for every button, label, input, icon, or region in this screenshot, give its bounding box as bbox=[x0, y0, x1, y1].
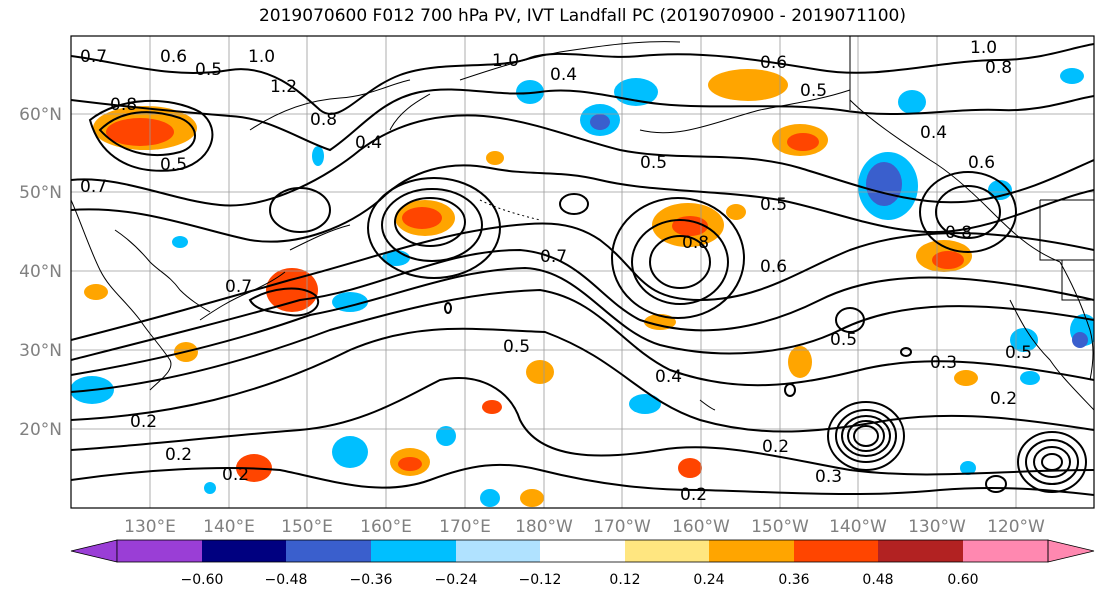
contour-label: 0.4 bbox=[550, 65, 577, 85]
colorbar-tick-label: −0.60 bbox=[181, 572, 224, 588]
lon-label-180w: 180°W bbox=[515, 517, 573, 537]
contour-labels: 0.7 0.6 0.5 1.0 1.0 1.0 1.2 0.8 0.8 0.8 … bbox=[80, 38, 1032, 505]
positive-anomaly-patch bbox=[916, 240, 972, 272]
colorbar-tick-label: −0.24 bbox=[435, 572, 478, 588]
colorbar-tick-label: −0.12 bbox=[519, 572, 562, 588]
contour-label: 0.8 bbox=[985, 58, 1012, 78]
contour-label: 0.3 bbox=[930, 353, 957, 373]
lon-label-170e: 170°E bbox=[439, 517, 491, 537]
colorbar-tick-label: 0.48 bbox=[862, 572, 893, 588]
contour-label: 0.5 bbox=[640, 153, 667, 173]
contour-label: 0.8 bbox=[945, 223, 972, 243]
colorbar-tick-labels: −0.60 −0.48 −0.36 −0.24 −0.12 0.12 0.24 … bbox=[181, 572, 979, 588]
contour-label: 0.6 bbox=[160, 47, 187, 67]
colorbar-bin bbox=[117, 540, 202, 562]
contour-label: 0.2 bbox=[222, 465, 249, 485]
contour-label: 0.3 bbox=[815, 467, 842, 487]
colorbar-bin bbox=[963, 540, 1048, 562]
contour-label: 0.5 bbox=[1005, 343, 1032, 363]
colorbar-tick-label: −0.36 bbox=[350, 572, 393, 588]
positive-anomaly-patch bbox=[395, 200, 455, 236]
contour-label: 0.6 bbox=[760, 257, 787, 277]
lat-label-50n: 50°N bbox=[19, 183, 62, 203]
contour-label: 0.5 bbox=[760, 195, 787, 215]
lat-label-30n: 30°N bbox=[19, 341, 62, 361]
lon-label-130w: 130°W bbox=[908, 517, 966, 537]
colorbar-bin bbox=[286, 540, 371, 562]
contour-label: 0.4 bbox=[655, 367, 682, 387]
pv-contours bbox=[71, 43, 1094, 496]
positive-anomaly-patch bbox=[652, 203, 724, 247]
colorbar: −0.60 −0.48 −0.36 −0.24 −0.12 0.12 0.24 … bbox=[70, 539, 1095, 588]
colorbar-tick-label: 0.60 bbox=[947, 572, 978, 588]
lon-label-120w: 120°W bbox=[987, 517, 1045, 537]
boundaries bbox=[849, 36, 1094, 301]
lon-label-130e: 130°E bbox=[124, 517, 176, 537]
contour-label: 0.7 bbox=[225, 277, 252, 297]
negative-anomaly-patch bbox=[71, 146, 1094, 507]
colorbar-tick-label: 0.24 bbox=[693, 572, 724, 588]
lon-label-150w: 150°W bbox=[751, 517, 809, 537]
lon-label-160e: 160°E bbox=[360, 517, 412, 537]
lat-label-40n: 40°N bbox=[19, 262, 62, 282]
contour-label: 0.8 bbox=[310, 110, 337, 130]
lon-label-140e: 140°E bbox=[203, 517, 255, 537]
positive-anomaly-patch bbox=[266, 268, 318, 312]
contour-label: 0.7 bbox=[540, 247, 567, 267]
lat-label-60n: 60°N bbox=[19, 105, 62, 125]
contour-label: 0.5 bbox=[160, 155, 187, 175]
longitude-labels: 130°E 140°E 150°E 160°E 170°E 180°W 170°… bbox=[124, 517, 1045, 537]
contour-label: 0.2 bbox=[130, 412, 157, 432]
colorbar-extend-high bbox=[1047, 539, 1095, 563]
contour-label: 1.0 bbox=[970, 38, 997, 58]
contour-label: 0.8 bbox=[682, 233, 709, 253]
colorbar-border bbox=[116, 539, 1049, 563]
colorbar-extend-low bbox=[70, 539, 118, 563]
colorbar-tick-label: −0.48 bbox=[265, 572, 308, 588]
colorbar-bin bbox=[794, 540, 878, 562]
contour-label: 0.5 bbox=[503, 337, 530, 357]
page-title: 2019070600 F012 700 hPa PV, IVT Landfall… bbox=[258, 6, 906, 26]
contour-label: 1.2 bbox=[270, 77, 297, 97]
contour-label: 0.8 bbox=[110, 95, 137, 115]
colorbar-bin bbox=[709, 540, 794, 562]
lat-label-20n: 20°N bbox=[19, 420, 62, 440]
colorbar-bin bbox=[540, 540, 625, 562]
contour-label: 0.7 bbox=[80, 47, 107, 67]
lon-label-150e: 150°E bbox=[281, 517, 333, 537]
colorbar-tick-label: 0.36 bbox=[778, 572, 809, 588]
positive-anomaly-patch bbox=[84, 151, 978, 507]
positive-anomaly-patch bbox=[708, 69, 828, 156]
contour-label: 0.4 bbox=[355, 133, 382, 153]
lon-label-170w: 170°W bbox=[593, 517, 651, 537]
colorbar-tick-label: 0.12 bbox=[609, 572, 640, 588]
contour-label: 0.2 bbox=[680, 485, 707, 505]
colorbar-bin bbox=[878, 540, 963, 562]
contour-label: 0.2 bbox=[165, 445, 192, 465]
contour-label: 0.4 bbox=[920, 123, 947, 143]
colorbar-bin bbox=[371, 540, 456, 562]
lon-label-160w: 160°W bbox=[672, 517, 730, 537]
coastlines bbox=[71, 41, 1094, 411]
colorbar-bin bbox=[202, 540, 286, 562]
colorbar-bin bbox=[625, 540, 709, 562]
contour-label: 0.2 bbox=[990, 389, 1017, 409]
contour-label: 0.6 bbox=[760, 53, 787, 73]
contour-label: 1.0 bbox=[492, 51, 519, 71]
contour-label: 0.2 bbox=[762, 437, 789, 457]
colorbar-bin bbox=[456, 540, 540, 562]
contour-label: 0.5 bbox=[830, 330, 857, 350]
contour-label: 1.0 bbox=[248, 47, 275, 67]
contour-label: 0.7 bbox=[80, 177, 107, 197]
contour-label: 0.5 bbox=[195, 60, 222, 80]
latitude-labels: 60°N 50°N 40°N 30°N 20°N bbox=[19, 105, 62, 440]
lon-label-140w: 140°W bbox=[829, 517, 887, 537]
map-frame bbox=[70, 35, 1095, 509]
contour-label: 0.6 bbox=[968, 153, 995, 173]
contour-label: 0.5 bbox=[800, 81, 827, 101]
